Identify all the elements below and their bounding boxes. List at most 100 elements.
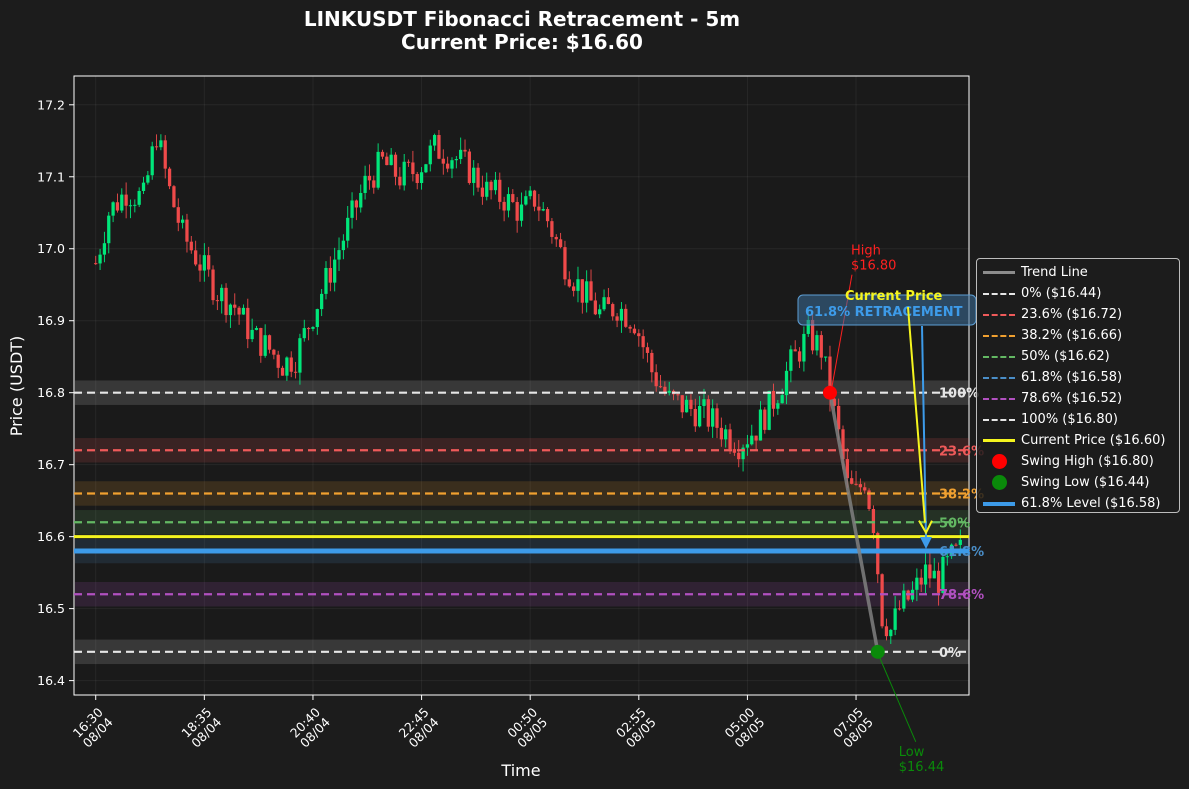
trend-line — [828, 392, 880, 653]
candle-body — [815, 335, 819, 351]
x-tick-label: 22:4508/04 — [396, 704, 442, 750]
candle-body — [333, 259, 337, 283]
candle-body — [945, 556, 949, 558]
candle-body — [267, 335, 272, 350]
candle-body — [350, 200, 354, 218]
candle-body — [228, 304, 233, 316]
candle-body — [624, 308, 628, 327]
legend-swatch — [977, 325, 1021, 346]
current-price-arrow-head — [918, 520, 933, 535]
retracement-arrow-head — [920, 537, 932, 550]
x-axis: 16:3008/04 18:3508/04 20:4008/04 22:4508/04… — [70, 695, 876, 750]
fib-label: 50% — [939, 516, 970, 531]
candle-body — [198, 264, 202, 271]
y-tick-label: 17.2 — [37, 97, 65, 112]
high-annotation-label: High $16.80 — [851, 244, 897, 274]
candle-body — [102, 243, 107, 255]
candle-body — [194, 250, 198, 265]
candle-body — [758, 409, 763, 441]
candle-body — [754, 435, 758, 441]
candle-body — [224, 287, 228, 316]
candle-body — [611, 304, 615, 317]
swing-high-marker — [822, 385, 837, 400]
candle-body — [437, 135, 441, 159]
candle-body — [602, 297, 606, 310]
candle-body — [545, 209, 550, 222]
x-tick-label: 07:0508/05 — [830, 705, 876, 751]
candle-body — [415, 174, 419, 184]
legend-swatch — [977, 388, 1021, 409]
candle-body — [176, 207, 180, 223]
candle-body — [159, 140, 163, 148]
candle-body — [719, 427, 723, 440]
candle-body — [728, 429, 732, 450]
legend-label: Trend Line — [1021, 265, 1088, 280]
legend-swatch — [977, 451, 1021, 472]
candle-body — [915, 577, 919, 590]
candle-body — [524, 196, 528, 205]
y-tick-label: 16.8 — [37, 385, 65, 400]
candle-body — [632, 328, 637, 334]
legend-item: 0% ($16.44) — [977, 283, 1179, 304]
fib-label: 0% — [939, 646, 961, 661]
y-axis: 16.4 16.5 16.6 16.7 16.8 16.9 17.0 17.1 17.2 — [37, 97, 74, 688]
y-axis-label: Price (USDT) — [7, 336, 26, 437]
candle-body — [645, 347, 650, 353]
candle-body — [115, 202, 120, 211]
candle-body — [254, 328, 259, 330]
legend-line — [983, 376, 1015, 379]
candle-body — [802, 333, 806, 362]
legend-line — [983, 334, 1015, 337]
candle-body — [741, 447, 745, 460]
candle-body — [745, 444, 750, 448]
candle-body — [637, 333, 641, 337]
candle-body — [737, 452, 741, 460]
low-annotation-arrow — [879, 657, 917, 743]
candle-body — [472, 167, 476, 183]
candle-body — [154, 146, 159, 148]
candle-body — [880, 574, 884, 627]
candle-body — [550, 221, 554, 237]
candle-body — [233, 304, 237, 308]
legend-line — [983, 397, 1015, 400]
candle-body — [684, 399, 689, 413]
legend-line — [983, 292, 1015, 295]
candle-body — [250, 329, 254, 340]
candle-body — [454, 159, 458, 161]
candle-body — [389, 154, 393, 166]
chart-legend: Trend Line 0% ($16.44) 23.6% ($16.72) 38.2%… — [976, 258, 1180, 513]
candle-body — [558, 239, 563, 248]
legend-item: 61.8% ($16.58) — [977, 367, 1179, 388]
legend-label: 38.2% ($16.66) — [1021, 328, 1123, 343]
candle-body — [237, 307, 241, 315]
candle-body — [476, 167, 480, 188]
candle-body — [958, 539, 962, 545]
candle-body — [506, 194, 511, 211]
legend-item: 50% ($16.62) — [977, 346, 1179, 367]
legend-label: 23.6% ($16.72) — [1021, 307, 1123, 322]
legend-marker — [991, 454, 1007, 469]
current-price-arrow — [907, 306, 926, 523]
candle-body — [432, 135, 437, 146]
candle-body — [789, 349, 793, 371]
candle-body — [111, 202, 115, 216]
candle-body — [532, 190, 537, 207]
candle-body — [680, 395, 684, 413]
candle-body — [593, 300, 597, 315]
candle-body — [724, 429, 728, 440]
legend-swatch — [977, 430, 1021, 451]
candle-body — [511, 194, 515, 202]
candle-body — [732, 449, 737, 453]
legend-item: Swing High ($16.80) — [977, 451, 1179, 472]
candle-body — [537, 206, 541, 211]
legend-label: 100% ($16.80) — [1021, 412, 1118, 427]
candle-body — [289, 357, 293, 372]
candle-body — [376, 151, 380, 188]
candle-body — [615, 316, 619, 321]
chart-title: LINKUSDT Fibonacci Retracement - 5m — [304, 7, 740, 31]
candle-body — [954, 544, 958, 546]
candle-body — [932, 570, 936, 579]
legend-label: 0% ($16.44) — [1021, 286, 1102, 301]
candle-body — [689, 399, 693, 409]
